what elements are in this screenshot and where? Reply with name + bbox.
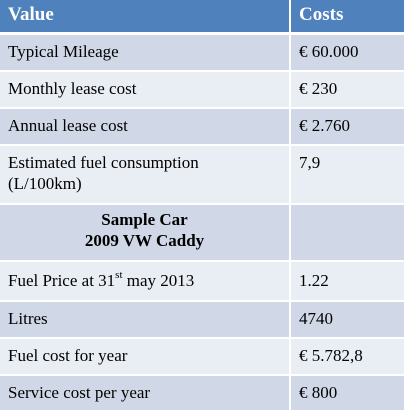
table-row: Annual lease cost € 2.760 bbox=[0, 109, 404, 146]
sample-car-label: Sample Car 2009 VW Caddy bbox=[0, 205, 291, 262]
row-label-sup: st bbox=[115, 269, 123, 282]
row-value bbox=[291, 205, 404, 262]
row-value: € 2.760 bbox=[291, 109, 404, 146]
table-row: Fuel Price at 31st may 2013 1.22 bbox=[0, 262, 404, 302]
sample-car-title: Sample Car bbox=[101, 210, 188, 229]
table-row-sample-car: Sample Car 2009 VW Caddy bbox=[0, 205, 404, 262]
row-label: Typical Mileage bbox=[0, 35, 291, 72]
row-value: 7,9 bbox=[291, 146, 404, 205]
table-row: Litres 4740 bbox=[0, 302, 404, 339]
table-header-row: Value Costs bbox=[0, 0, 404, 35]
row-label-line: (L/100km) bbox=[8, 174, 82, 193]
row-label: Annual lease cost bbox=[0, 109, 291, 146]
header-value: Value bbox=[0, 0, 291, 35]
row-label-line: Estimated fuel consumption bbox=[8, 153, 199, 172]
row-value: 1.22 bbox=[291, 262, 404, 302]
table-row: Typical Mileage € 60.000 bbox=[0, 35, 404, 72]
row-label: Service cost per year bbox=[0, 376, 291, 412]
row-label: Fuel cost for year bbox=[0, 339, 291, 376]
row-value: € 5.782,8 bbox=[291, 339, 404, 376]
row-value: € 800 bbox=[291, 376, 404, 412]
row-value: € 60.000 bbox=[291, 35, 404, 72]
row-label-post: may 2013 bbox=[122, 271, 195, 290]
header-costs: Costs bbox=[291, 0, 404, 35]
table-row: Fuel cost for year € 5.782,8 bbox=[0, 339, 404, 376]
row-label: Estimated fuel consumption (L/100km) bbox=[0, 146, 291, 205]
row-label-pre: Fuel Price at 31 bbox=[8, 271, 116, 290]
row-value: 4740 bbox=[291, 302, 404, 339]
table-row: Estimated fuel consumption (L/100km) 7,9 bbox=[0, 146, 404, 205]
table-row: Service cost per year € 800 bbox=[0, 376, 404, 412]
row-label: Fuel Price at 31st may 2013 bbox=[0, 262, 291, 302]
sample-car-model: 2009 VW Caddy bbox=[84, 231, 205, 250]
row-label: Litres bbox=[0, 302, 291, 339]
row-value: € 230 bbox=[291, 72, 404, 109]
table-row: Monthly lease cost € 230 bbox=[0, 72, 404, 109]
row-label: Monthly lease cost bbox=[0, 72, 291, 109]
